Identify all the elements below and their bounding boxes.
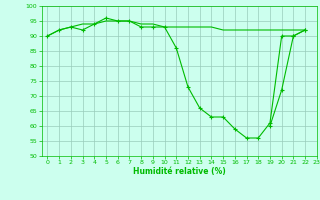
X-axis label: Humidité relative (%): Humidité relative (%) [133,167,226,176]
